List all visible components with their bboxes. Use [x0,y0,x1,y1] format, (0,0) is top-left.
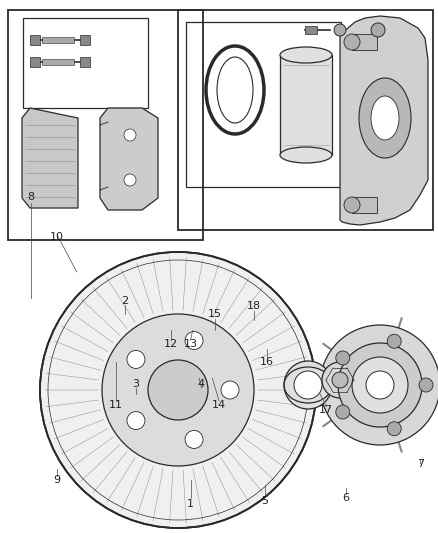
Circle shape [185,431,203,448]
Ellipse shape [280,147,332,163]
Circle shape [320,325,438,445]
Text: 6: 6 [343,494,350,503]
Circle shape [371,23,385,37]
Circle shape [336,405,350,419]
Text: 5: 5 [261,496,268,506]
Bar [42,37,74,43]
Bar [30,35,40,45]
Circle shape [284,361,332,409]
Circle shape [332,372,348,388]
Text: 14: 14 [212,400,226,410]
Circle shape [352,357,408,413]
Bar [23,18,148,108]
Circle shape [127,350,145,368]
Text: 18: 18 [247,302,261,311]
Circle shape [344,197,360,213]
Text: 8: 8 [27,192,34,202]
Circle shape [336,351,350,365]
Bar [30,57,40,67]
Bar [352,197,377,213]
Text: 15: 15 [208,310,222,319]
Circle shape [334,24,346,36]
Text: 12: 12 [164,339,178,349]
Text: 11: 11 [109,400,123,410]
Circle shape [127,411,145,430]
Bar [80,35,90,45]
Ellipse shape [280,47,332,63]
Ellipse shape [371,96,399,140]
Polygon shape [100,108,158,210]
Circle shape [185,332,203,350]
Bar [305,26,317,34]
Circle shape [102,314,254,466]
Circle shape [124,129,136,141]
Bar [42,59,74,65]
Text: 3: 3 [132,379,139,389]
Text: 16: 16 [260,358,274,367]
Circle shape [387,422,401,436]
Ellipse shape [217,57,253,123]
Text: 17: 17 [319,406,333,415]
Text: 10: 10 [50,232,64,242]
Ellipse shape [359,78,411,158]
Circle shape [148,360,208,420]
Circle shape [366,371,394,399]
Polygon shape [22,108,78,208]
Bar [352,34,377,50]
Circle shape [294,371,322,399]
Bar [280,55,332,155]
Text: 9: 9 [53,475,60,484]
Text: 13: 13 [184,339,198,349]
Text: 4: 4 [198,379,205,389]
Circle shape [387,334,401,348]
Circle shape [40,252,316,528]
Bar [186,22,341,187]
Bar [178,10,433,230]
Text: 1: 1 [187,499,194,508]
Text: 7: 7 [417,459,424,469]
Circle shape [221,381,239,399]
Bar [80,57,90,67]
Circle shape [419,378,433,392]
Bar [8,10,203,240]
Circle shape [344,34,360,50]
Circle shape [322,362,358,398]
Text: 2: 2 [121,296,128,306]
Circle shape [338,343,422,427]
Polygon shape [340,16,428,225]
Circle shape [124,174,136,186]
